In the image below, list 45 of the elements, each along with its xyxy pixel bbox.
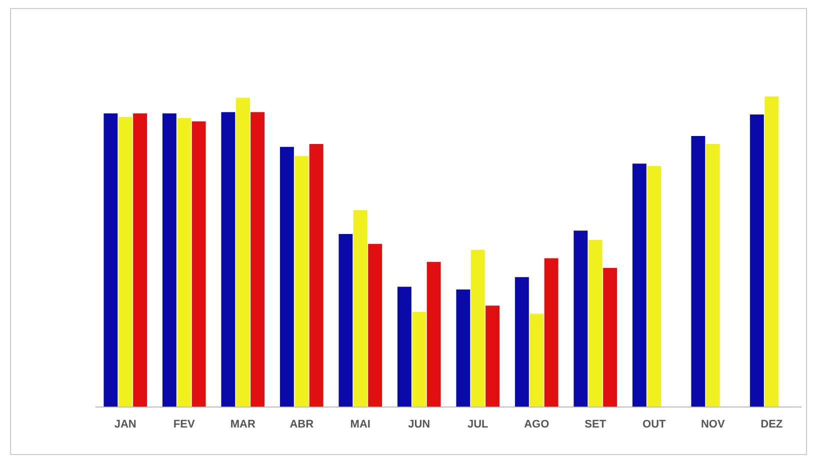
- bar: [309, 144, 324, 407]
- bar: [368, 244, 382, 407]
- bar: [250, 112, 265, 407]
- x-tick-label: MAI: [350, 418, 370, 430]
- x-tick-label: JAN: [114, 418, 136, 430]
- bar: [514, 277, 529, 407]
- bar: [294, 156, 309, 407]
- bar: [486, 306, 500, 407]
- bar: [397, 286, 412, 407]
- bar: [118, 117, 132, 407]
- bar: [412, 312, 426, 407]
- bar: [544, 258, 558, 407]
- x-tick-label: ABR: [290, 418, 314, 430]
- bar: [338, 234, 353, 407]
- bar: [470, 250, 485, 407]
- bar: [133, 113, 148, 407]
- x-tick-label: SET: [584, 418, 606, 430]
- bar: [104, 113, 118, 407]
- x-tick-label: OUT: [642, 418, 666, 430]
- bar: [574, 230, 588, 407]
- bar: [632, 164, 646, 407]
- bar: [706, 144, 720, 407]
- x-tick-label: AGO: [524, 418, 550, 430]
- bar: [236, 98, 250, 407]
- x-tick-label: NOV: [700, 418, 726, 430]
- bar: [177, 118, 192, 407]
- bar: [691, 136, 706, 407]
- bar: [750, 114, 764, 407]
- bar: [764, 96, 779, 407]
- bar: [588, 240, 602, 407]
- x-tick-label: MAR: [230, 418, 256, 430]
- bar: [603, 268, 618, 407]
- x-tick-label: JUN: [408, 418, 430, 430]
- bar: [647, 166, 662, 407]
- bar: [426, 262, 441, 407]
- bar: [456, 290, 470, 407]
- bar: [353, 210, 368, 407]
- bar: [530, 314, 544, 407]
- bar: [162, 113, 176, 407]
- x-tick-label: DEZ: [760, 418, 783, 430]
- bar: [192, 121, 206, 407]
- x-tick-label: FEV: [173, 418, 196, 430]
- bar: [221, 112, 236, 407]
- x-tick-label: JUL: [467, 418, 489, 430]
- bar: [280, 146, 294, 407]
